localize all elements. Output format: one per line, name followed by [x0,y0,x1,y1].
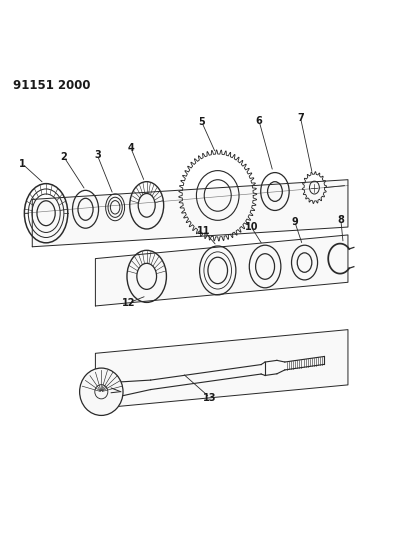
Text: 6: 6 [256,116,263,126]
Text: 13: 13 [203,392,217,402]
Text: 5: 5 [198,117,205,127]
Polygon shape [95,329,348,409]
Text: 9: 9 [291,216,298,227]
Polygon shape [32,180,348,247]
Text: 4: 4 [128,143,134,153]
Text: 8: 8 [337,215,344,225]
Ellipse shape [80,368,123,415]
Text: 10: 10 [244,222,258,232]
Text: 2: 2 [61,152,67,162]
Text: 12: 12 [122,298,136,308]
Text: 3: 3 [94,150,101,160]
Text: 1: 1 [19,159,26,169]
Text: 7: 7 [297,113,304,123]
Text: 11: 11 [197,226,211,236]
Polygon shape [95,235,348,306]
Text: 91151 2000: 91151 2000 [13,79,90,92]
